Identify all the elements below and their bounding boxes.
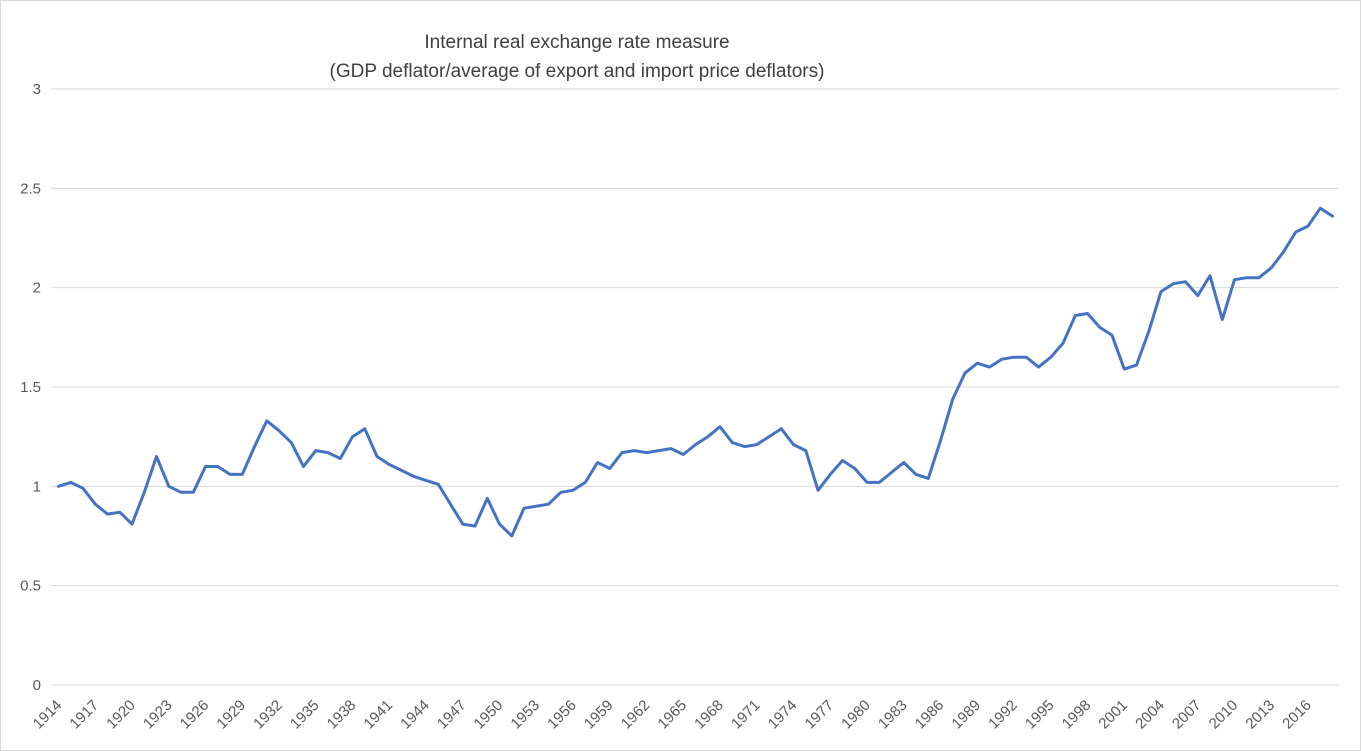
x-axis-tick-label: 1950 xyxy=(471,697,507,733)
x-axis-tick-label: 1983 xyxy=(875,697,911,733)
y-axis-tick-label: 0 xyxy=(33,677,41,694)
x-axis-tick-label: 1959 xyxy=(581,697,617,733)
x-axis-tick-label: 1968 xyxy=(691,697,727,733)
x-axis-tick-label: 1920 xyxy=(103,697,139,733)
x-axis-tick-label: 1926 xyxy=(177,697,213,733)
x-axis-tick-label: 2013 xyxy=(1242,697,1278,733)
y-axis-tick-label: 1 xyxy=(33,478,41,495)
y-axis-tick-label: 2.5 xyxy=(20,180,41,197)
x-axis-tick-label: 1977 xyxy=(801,697,837,733)
x-axis-tick-label: 1995 xyxy=(1022,697,1058,733)
x-axis-tick-label: 1998 xyxy=(1059,697,1095,733)
x-axis-tick-label: 1956 xyxy=(544,697,580,733)
x-axis-tick-label: 1917 xyxy=(66,697,102,733)
series-line xyxy=(57,206,1334,538)
x-axis-tick-label: 2010 xyxy=(1206,697,1242,733)
x-axis-tick-label: 1947 xyxy=(434,697,470,733)
x-axis-tick-label: 1944 xyxy=(397,697,433,733)
y-axis-tick-label: 0.5 xyxy=(20,578,41,595)
x-axis-tick-label: 1974 xyxy=(765,697,801,733)
x-axis-tick-label: 1923 xyxy=(140,697,176,733)
x-axis-tick-label: 1971 xyxy=(728,697,764,733)
x-axis-tick-label: 1941 xyxy=(360,697,396,733)
x-axis-tick-label: 1929 xyxy=(213,697,249,733)
y-axis-tick-label: 2 xyxy=(33,280,41,297)
x-axis-tick-label: 1914 xyxy=(30,697,66,733)
x-axis-tick-label: 2004 xyxy=(1132,697,1168,733)
x-axis-tick-label: 1953 xyxy=(507,697,543,733)
y-axis-tick-label: 1.5 xyxy=(20,379,41,396)
x-axis-tick-label: 1980 xyxy=(838,697,874,733)
y-axis-tick-label: 3 xyxy=(33,81,41,98)
x-axis-tick-label: 1986 xyxy=(912,697,948,733)
x-axis-tick-label: 1962 xyxy=(618,697,654,733)
x-axis-tick-label: 1965 xyxy=(654,697,690,733)
x-axis-tick-label: 1932 xyxy=(250,697,286,733)
x-axis-tick-label: 1935 xyxy=(287,697,323,733)
x-axis-tick-label: 2001 xyxy=(1095,697,1131,733)
x-axis-tick-label: 2016 xyxy=(1279,697,1315,733)
x-axis-tick-label: 1989 xyxy=(948,697,984,733)
x-axis-tick-label: 2007 xyxy=(1169,697,1205,733)
x-axis-tick-label: 1992 xyxy=(985,697,1021,733)
x-axis-tick-label: 1938 xyxy=(324,697,360,733)
